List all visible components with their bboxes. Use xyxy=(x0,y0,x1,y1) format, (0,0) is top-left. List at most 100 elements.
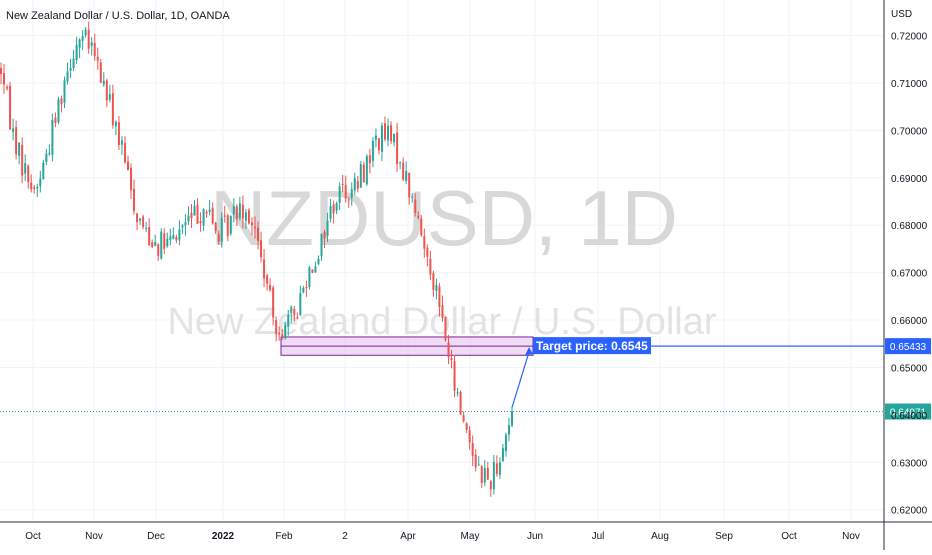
candle-body xyxy=(341,184,344,186)
candle-body xyxy=(432,273,435,290)
candle-body xyxy=(504,434,507,451)
candle-body xyxy=(142,216,145,227)
candle-body xyxy=(329,206,332,219)
candle-body xyxy=(492,461,495,490)
candle-body xyxy=(96,56,99,61)
candle-body xyxy=(27,165,30,182)
candle-body xyxy=(126,161,129,171)
candle-body xyxy=(287,314,290,327)
candle-body xyxy=(223,215,226,217)
x-tick-label: Aug xyxy=(651,531,669,542)
candle-body xyxy=(42,162,45,179)
candle-body xyxy=(81,36,84,41)
candle-body xyxy=(399,162,402,164)
candle-body xyxy=(18,142,21,157)
x-tick-label: Apr xyxy=(400,531,416,542)
candle-body xyxy=(266,275,269,284)
projection-arrow-line xyxy=(511,351,530,408)
candle-body xyxy=(438,286,441,308)
candle-body xyxy=(60,98,63,105)
candle-body xyxy=(501,448,504,462)
candle-body xyxy=(462,415,465,422)
candle-body xyxy=(136,213,139,223)
candle-body xyxy=(102,80,105,85)
y-tick-label: 0.68000 xyxy=(891,221,928,232)
x-tick-label: Oct xyxy=(25,531,41,542)
candle-body xyxy=(260,240,263,258)
candle-body xyxy=(459,391,462,415)
candle-body xyxy=(178,229,181,240)
candle-body xyxy=(163,233,166,249)
x-tick-label: Jul xyxy=(592,531,605,542)
candle-body xyxy=(393,133,396,143)
candle-body xyxy=(105,80,108,101)
target-label-box xyxy=(533,337,651,355)
candle-body xyxy=(33,187,36,189)
watermark: NZDUSD, 1D New Zealand Dollar / U.S. Dol… xyxy=(167,174,716,343)
candle-body xyxy=(235,206,238,219)
x-tick-label: Sep xyxy=(715,531,733,542)
candle-body xyxy=(217,234,220,242)
candle-body xyxy=(253,226,256,229)
candle-body xyxy=(296,317,299,319)
candle-body xyxy=(257,227,260,241)
y-tick-label: 0.64000 xyxy=(891,411,928,422)
candle-body xyxy=(453,361,456,391)
candle-body xyxy=(495,463,498,474)
candle-body xyxy=(408,173,411,198)
candle-body xyxy=(45,153,48,162)
candle-body xyxy=(139,218,142,221)
candle-body xyxy=(480,466,483,484)
candle-body xyxy=(474,454,477,468)
x-tick-label: 2 xyxy=(342,531,348,542)
candle-body xyxy=(205,211,208,214)
candle-body xyxy=(441,305,444,318)
candle-body xyxy=(314,266,317,273)
candle-body xyxy=(380,125,383,152)
candle-body xyxy=(214,222,217,232)
candle-body xyxy=(184,222,187,226)
projection-arrowhead xyxy=(525,347,533,356)
candle-body xyxy=(202,209,205,226)
candle-body xyxy=(347,199,350,201)
drawings[interactable]: Target price: 0.6545 0.65433 0.64071 xyxy=(0,337,931,420)
candle-body xyxy=(332,204,335,214)
candle-body xyxy=(169,236,172,240)
y-tick-label: 0.70000 xyxy=(891,126,928,137)
candle-body xyxy=(344,185,347,199)
candle-body xyxy=(263,259,266,279)
watermark-symbol: NZDUSD, 1D xyxy=(210,174,678,262)
candle-body xyxy=(145,227,148,229)
candle-body xyxy=(429,258,432,275)
y-tick-label: 0.62000 xyxy=(891,506,928,517)
candle-body xyxy=(21,144,24,176)
candle-body xyxy=(444,317,447,340)
candle-body xyxy=(359,164,362,188)
candle-body xyxy=(78,39,81,48)
candle-body xyxy=(66,71,69,82)
candle-body xyxy=(15,126,18,155)
candle-body xyxy=(356,181,359,189)
candle-body xyxy=(293,309,296,315)
candle-body xyxy=(226,215,229,237)
candle-body xyxy=(90,42,93,47)
candle-body xyxy=(308,267,311,288)
x-tick-label: Feb xyxy=(275,531,293,542)
candle-body xyxy=(326,220,329,236)
candle-body xyxy=(435,284,438,291)
candle-body xyxy=(172,234,175,239)
x-tick-label: Dec xyxy=(147,531,165,542)
candle-body xyxy=(87,29,90,49)
candle-body xyxy=(278,332,281,335)
candle-body xyxy=(281,334,284,337)
candle-body xyxy=(365,155,368,185)
candle-body xyxy=(387,125,390,141)
candle-body xyxy=(75,44,78,61)
target-zone[interactable] xyxy=(280,336,534,356)
candle-body xyxy=(465,423,468,430)
candle-body xyxy=(123,142,126,163)
candle-body xyxy=(244,212,247,221)
candle-body xyxy=(507,425,510,435)
